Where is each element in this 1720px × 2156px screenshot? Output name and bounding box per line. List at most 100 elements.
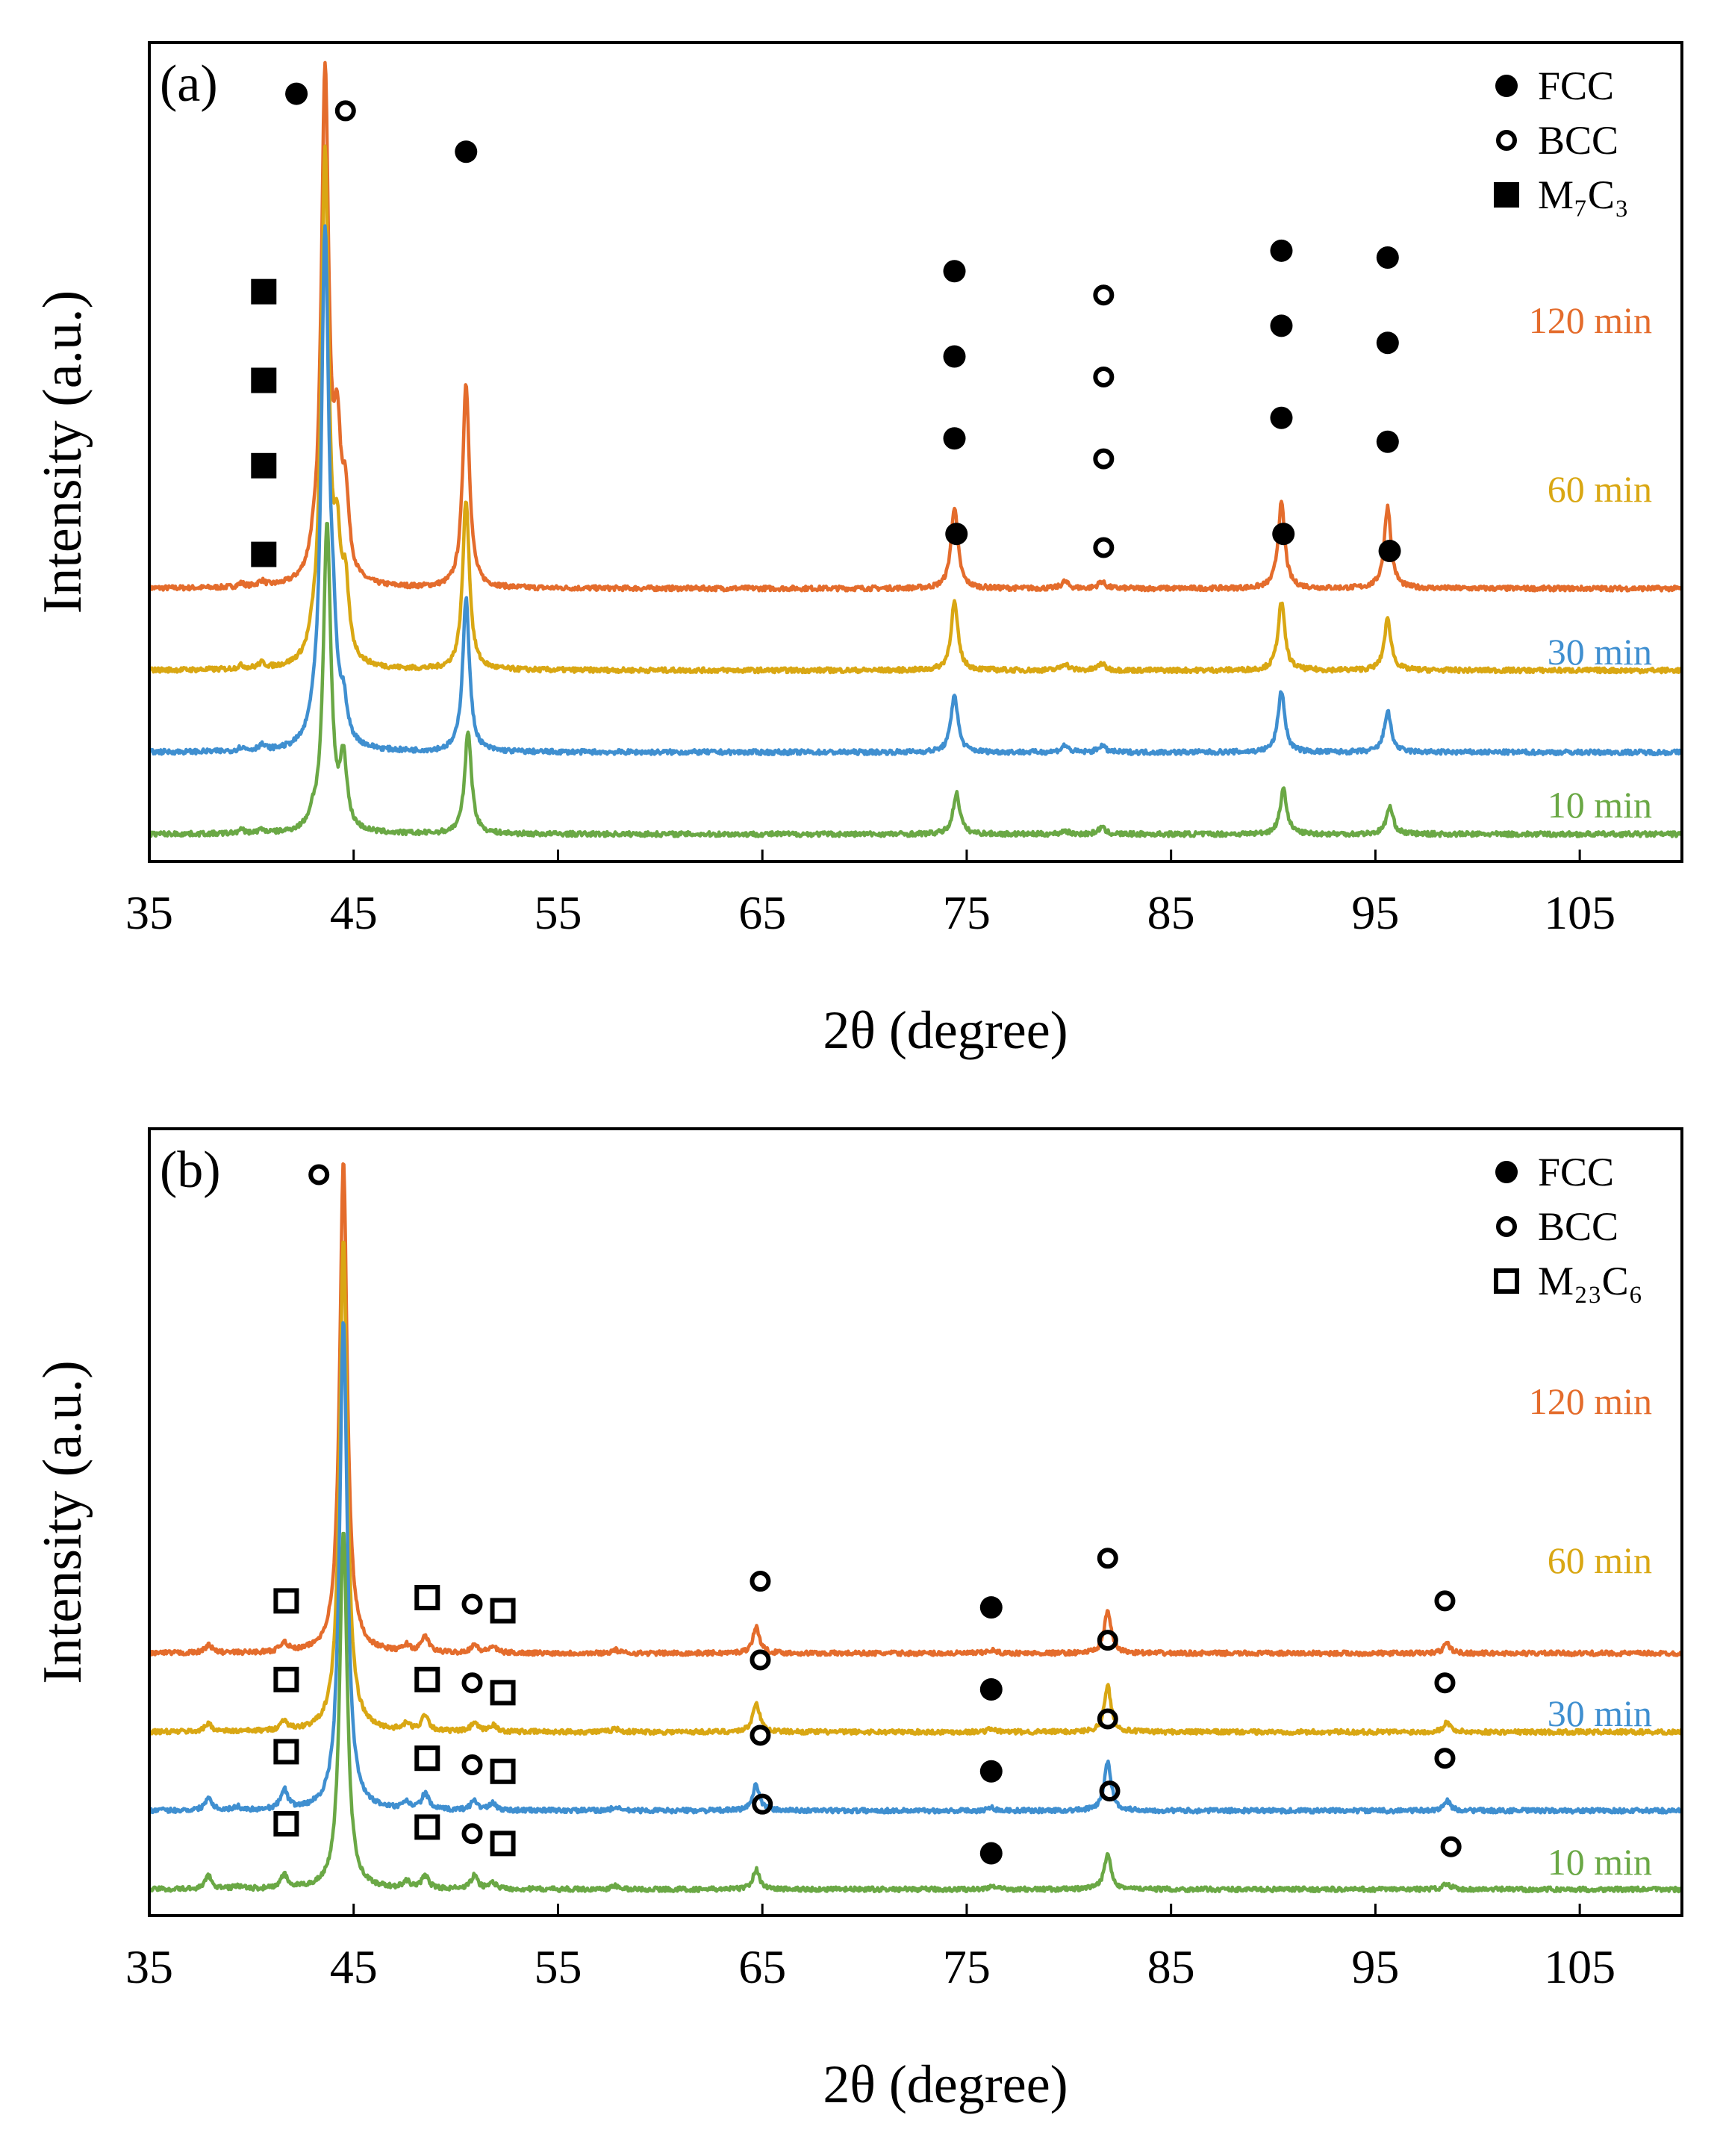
m23c6-marker	[414, 1814, 440, 1840]
m23c6-marker	[273, 1666, 299, 1692]
legend-label: FCC	[1538, 1150, 1614, 1194]
fcc-marker	[979, 1760, 1003, 1783]
series-line-10-min	[149, 522, 1682, 838]
x-tick-label: 75	[943, 886, 991, 939]
bcc-marker	[1434, 1748, 1456, 1769]
x-tick-label: 45	[330, 886, 378, 939]
bcc-marker	[1097, 1630, 1118, 1651]
series-line-60-min	[149, 1240, 1682, 1736]
bcc-marker	[750, 1725, 771, 1746]
bcc-marker	[1097, 1708, 1118, 1730]
x-tick-label: 65	[738, 886, 786, 939]
fcc-marker	[1270, 314, 1293, 337]
legend-label: FCC	[1538, 63, 1614, 108]
fcc-marker	[943, 345, 966, 368]
m23c6-marker	[273, 1588, 299, 1614]
x-tick-label: 55	[534, 1940, 582, 1993]
series-line-30-min	[149, 224, 1682, 757]
series-label: 10 min	[1548, 1841, 1652, 1883]
m23c6-marker	[490, 1831, 516, 1857]
panel-label: (b)	[160, 1141, 221, 1199]
x-tick-label: 95	[1351, 886, 1399, 939]
m7c3-marker	[251, 367, 277, 393]
series-label: 30 min	[1548, 631, 1652, 673]
m7c3-marker	[1494, 182, 1519, 208]
bcc-marker	[308, 1164, 330, 1186]
fcc-marker	[1270, 406, 1293, 429]
m23c6-marker	[414, 1745, 440, 1772]
bcc-marker	[461, 1754, 483, 1775]
series-line-30-min	[149, 1321, 1682, 1815]
bcc-marker	[1093, 537, 1115, 558]
fcc-marker	[1376, 331, 1399, 355]
series-label: 10 min	[1548, 784, 1652, 826]
fcc-marker	[1270, 239, 1293, 262]
fcc-marker	[943, 260, 966, 283]
series-label: 60 min	[1548, 468, 1652, 510]
fcc-marker	[979, 1677, 1003, 1701]
panel-label: (a)	[160, 55, 218, 113]
fcc-marker	[1376, 246, 1399, 269]
m7c3-marker	[251, 278, 277, 305]
x-tick-label: 65	[738, 1940, 786, 1993]
series-line-120-min	[149, 60, 1682, 593]
series-label: 120 min	[1529, 299, 1652, 341]
bcc-marker	[1093, 366, 1115, 387]
m23c6-marker	[490, 1758, 516, 1784]
x-tick-label: 85	[1147, 1940, 1195, 1993]
series-line-60-min	[149, 144, 1682, 675]
bcc-marker	[1496, 1216, 1517, 1237]
panel-a: 35 45 55 65 75 85 95 105 2θ (degree) Intensity (a…	[32, 41, 1683, 1060]
bcc-marker	[1093, 284, 1115, 306]
x-tick-label: 45	[330, 1940, 378, 1993]
plot-frame	[148, 1127, 1683, 1917]
x-axis-label: 2θ (degree)	[823, 2054, 1068, 2114]
fcc-marker	[1378, 540, 1401, 563]
fcc-marker	[1376, 430, 1399, 453]
bcc-marker	[461, 1823, 483, 1845]
fcc-marker	[979, 1596, 1003, 1619]
series-line-10-min	[149, 1531, 1682, 1894]
x-axis-label: 2θ (degree)	[823, 1000, 1068, 1060]
x-tick-label: 85	[1147, 886, 1195, 939]
m23c6-marker	[490, 1680, 516, 1706]
series-label: 120 min	[1529, 1380, 1652, 1422]
spectra	[149, 1162, 1682, 1894]
y-axis-label: Intensity (a.u.)	[32, 1360, 93, 1684]
x-tick-label: 55	[534, 886, 582, 939]
m7c3-marker	[251, 541, 277, 567]
m7c3-marker	[251, 452, 277, 479]
spectra	[149, 60, 1682, 838]
bcc-marker	[1099, 1780, 1121, 1802]
bcc-marker	[1434, 1590, 1456, 1612]
m23c6-marker	[273, 1739, 299, 1765]
bcc-marker	[752, 1793, 773, 1815]
bcc-marker	[1434, 1672, 1456, 1694]
bcc-marker	[750, 1649, 771, 1671]
x-tick-label: 105	[1544, 1940, 1615, 1993]
bcc-marker	[461, 1593, 483, 1615]
bcc-marker	[1440, 1836, 1462, 1857]
series-label: 60 min	[1548, 1539, 1652, 1581]
series-line-120-min	[149, 1162, 1682, 1657]
x-tick-label: 35	[125, 886, 173, 939]
legend-label: M₂₃C₆	[1538, 1259, 1643, 1303]
x-tick-label: 35	[125, 1940, 173, 1993]
x-tick-label: 75	[943, 1940, 991, 1993]
bcc-marker	[461, 1672, 483, 1694]
bcc-marker	[1093, 448, 1115, 470]
m23c6-marker	[414, 1585, 440, 1611]
fcc-marker	[945, 523, 968, 546]
m23c6-marker	[414, 1666, 440, 1692]
fcc-marker	[1495, 1161, 1518, 1183]
bcc-marker	[1097, 1548, 1118, 1569]
m23c6-marker	[1494, 1268, 1519, 1294]
m23c6-marker	[273, 1811, 299, 1837]
fcc-marker	[1272, 523, 1295, 546]
legend-label: BCC	[1538, 1204, 1618, 1249]
bcc-marker	[334, 100, 356, 122]
x-tick-label: 105	[1544, 886, 1615, 939]
fcc-marker	[979, 1842, 1003, 1865]
fcc-marker	[943, 427, 966, 450]
